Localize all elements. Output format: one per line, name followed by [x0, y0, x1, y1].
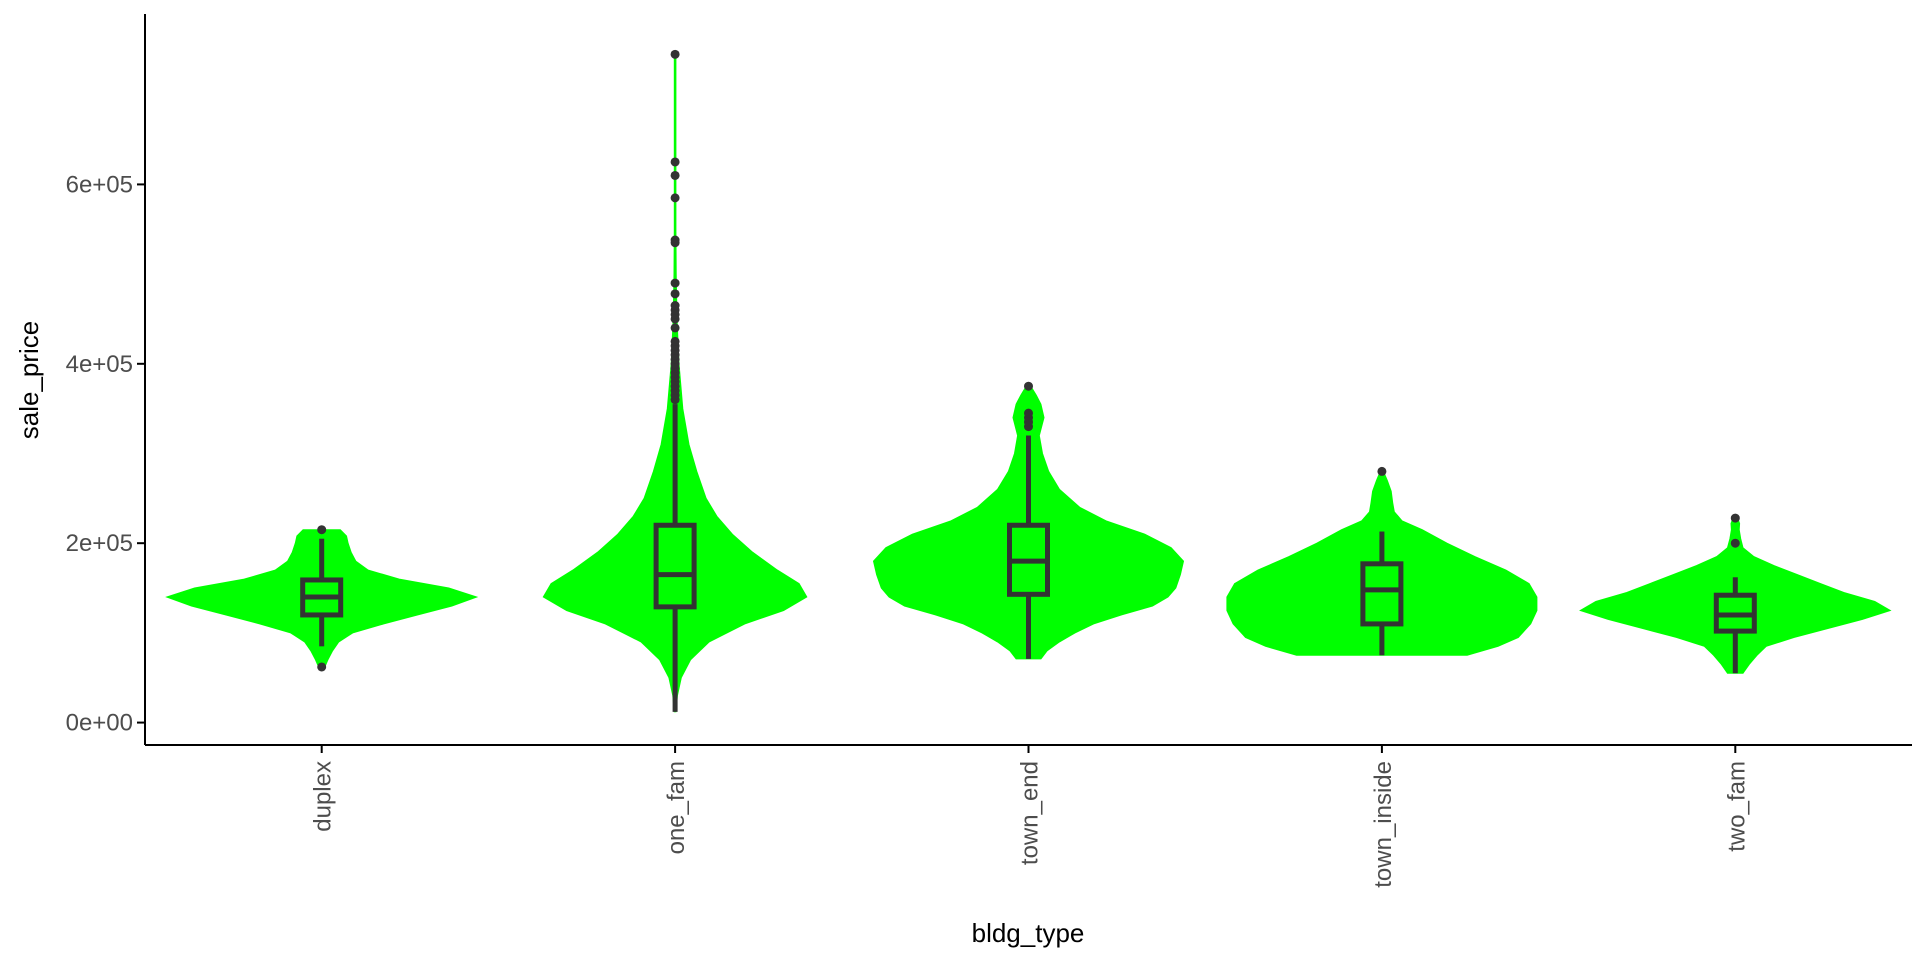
- outlier-one_fam-23: [670, 193, 680, 203]
- y-axis-title: sale_price: [14, 321, 44, 440]
- outlier-duplex-1: [317, 525, 327, 535]
- outlier-one_fam-19: [670, 289, 680, 299]
- x-tick-label-one_fam: one_fam: [663, 761, 690, 854]
- outlier-one_fam-18: [670, 301, 680, 311]
- x-tick-label-duplex: duplex: [310, 761, 337, 832]
- x-axis-title: bldg_type: [972, 918, 1085, 948]
- outliers-layer: [317, 49, 1740, 672]
- x-axis-ticks: duplex one_fam town_end town_inside two_fam: [310, 745, 1750, 888]
- box-one_fam: [653, 522, 697, 610]
- outlier-town_end-4: [1024, 381, 1033, 391]
- x-tick-label-town_inside: town_inside: [1370, 761, 1397, 888]
- outlier-duplex-0: [317, 662, 327, 672]
- outlier-two_fam-0: [1730, 538, 1740, 548]
- box-town_inside: [1360, 561, 1404, 627]
- outlier-one_fam-20: [670, 278, 680, 288]
- outlier-one_fam-13: [670, 336, 680, 346]
- outlier-town_end-3: [1024, 408, 1033, 418]
- outlier-one_fam-14: [670, 323, 680, 333]
- outlier-town_inside-0: [1377, 466, 1387, 476]
- outlier-one_fam-26: [670, 49, 680, 59]
- x-tick-label-town_end: town_end: [1017, 761, 1044, 865]
- outlier-one_fam-25: [670, 157, 680, 167]
- y-tick-label: 6e+05: [66, 171, 133, 198]
- boxplots-layer: [300, 404, 1757, 712]
- y-tick-label: 0e+00: [66, 710, 133, 737]
- outlier-one_fam-24: [670, 170, 680, 180]
- outlier-two_fam-1: [1730, 513, 1740, 523]
- outlier-one_fam-22: [670, 235, 680, 245]
- x-tick-label-two_fam: two_fam: [1723, 761, 1750, 852]
- y-tick-label: 4e+05: [66, 351, 133, 378]
- y-axis-ticks: 0e+00 2e+05 4e+05 6e+05: [66, 171, 145, 737]
- y-tick-label: 2e+05: [66, 530, 133, 557]
